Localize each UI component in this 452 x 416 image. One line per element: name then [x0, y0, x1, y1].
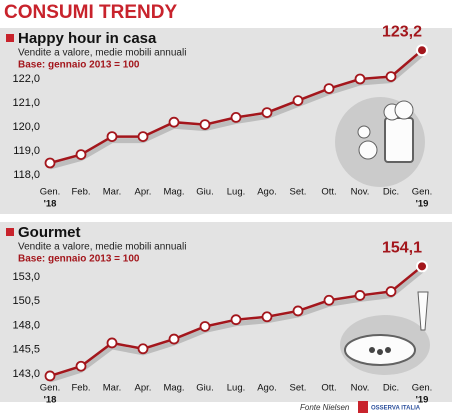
- chart-title: Gourmet: [18, 224, 81, 241]
- point: [416, 44, 428, 57]
- point: [168, 116, 180, 128]
- point: [230, 314, 242, 326]
- source: Fonte Nielsen: [300, 403, 350, 412]
- logo-icon: [358, 401, 368, 413]
- point: [106, 337, 118, 349]
- point: [385, 71, 397, 82]
- subtitle: Vendite a valore, medie mobili annuali: [18, 242, 186, 253]
- value-label: 154,1: [382, 240, 422, 257]
- x-tick-label: Dic.: [383, 383, 399, 394]
- x-tick-label: Ago.: [257, 383, 277, 394]
- title-bullet: [6, 228, 14, 236]
- title-bullet: [6, 34, 14, 42]
- x-tick-label: Ott.: [321, 187, 336, 198]
- point: [292, 95, 304, 106]
- point: [44, 157, 56, 169]
- point: [199, 321, 211, 332]
- x-tick-label: Lug.: [227, 383, 246, 394]
- value-label: 123,2: [382, 23, 422, 40]
- note: Base: gennaio 2013 = 100: [18, 60, 140, 71]
- point: [385, 286, 397, 297]
- page-title: CONSUMI TRENDY: [4, 2, 177, 23]
- y-tick-label: 122,0: [12, 73, 40, 85]
- point: [137, 131, 149, 143]
- x-tick-label: Gen.: [412, 383, 433, 394]
- point: [323, 83, 335, 94]
- point: [354, 290, 366, 301]
- x-tick-label: Set.: [290, 383, 307, 394]
- y-tick-label: 118,0: [13, 169, 40, 181]
- chart-title: Happy hour in casa: [18, 30, 157, 47]
- point: [292, 305, 304, 317]
- x-tick-label: Gen.: [412, 187, 433, 198]
- y-tick-label: 145,5: [12, 344, 40, 356]
- y-tick-label: 120,0: [12, 121, 40, 133]
- point: [44, 370, 56, 382]
- y-tick-label: 143,0: [12, 368, 40, 380]
- logo: OSSERVA ITALIA: [371, 406, 421, 412]
- x-tick-label: Giu.: [196, 383, 213, 394]
- y-tick-label: 119,0: [13, 145, 40, 157]
- point: [168, 333, 180, 345]
- x-tick-label: Feb.: [71, 383, 90, 394]
- x-tick-label: Gen.: [40, 187, 61, 198]
- illustration-gourmet: [340, 291, 430, 375]
- point: [416, 260, 428, 273]
- point: [261, 107, 273, 118]
- x-tick-label: Mag.: [163, 383, 184, 394]
- y-tick-label: 150,5: [12, 295, 40, 307]
- x-tick-label: Lug.: [227, 187, 246, 198]
- x-tick-sublabel: '18: [44, 199, 57, 210]
- x-tick-label: Set.: [290, 187, 307, 198]
- point: [230, 112, 242, 123]
- x-tick-label: Dic.: [383, 187, 399, 198]
- note: Base: gennaio 2013 = 100: [18, 254, 140, 265]
- x-tick-label: Apr.: [135, 187, 152, 198]
- x-tick-label: Gen.: [40, 383, 61, 394]
- illustration-beer: [335, 97, 425, 187]
- x-tick-label: Nov.: [351, 187, 370, 198]
- x-tick-label: Mar.: [103, 187, 121, 198]
- point: [106, 131, 118, 143]
- x-tick-label: Mar.: [103, 383, 121, 394]
- x-tick-label: Feb.: [71, 187, 90, 198]
- y-tick-label: 153,0: [12, 271, 40, 283]
- x-tick-label: Mag.: [163, 187, 184, 198]
- point: [75, 360, 87, 372]
- subtitle: Vendite a valore, medie mobili annuali: [18, 48, 186, 59]
- x-tick-label: Ago.: [257, 187, 277, 198]
- point: [261, 311, 273, 323]
- point: [137, 343, 149, 355]
- x-tick-sublabel: '19: [416, 199, 429, 210]
- y-tick-label: 148,0: [12, 319, 40, 331]
- x-tick-label: Apr.: [135, 383, 152, 394]
- x-tick-label: Nov.: [351, 383, 370, 394]
- point: [323, 294, 335, 306]
- x-tick-sublabel: '19: [416, 395, 429, 406]
- x-tick-label: Giu.: [196, 187, 213, 198]
- x-tick-label: Ott.: [321, 383, 336, 394]
- point: [75, 149, 87, 161]
- point: [354, 73, 366, 85]
- y-tick-label: 121,0: [12, 97, 40, 109]
- point: [199, 119, 211, 130]
- x-tick-sublabel: '18: [44, 395, 57, 406]
